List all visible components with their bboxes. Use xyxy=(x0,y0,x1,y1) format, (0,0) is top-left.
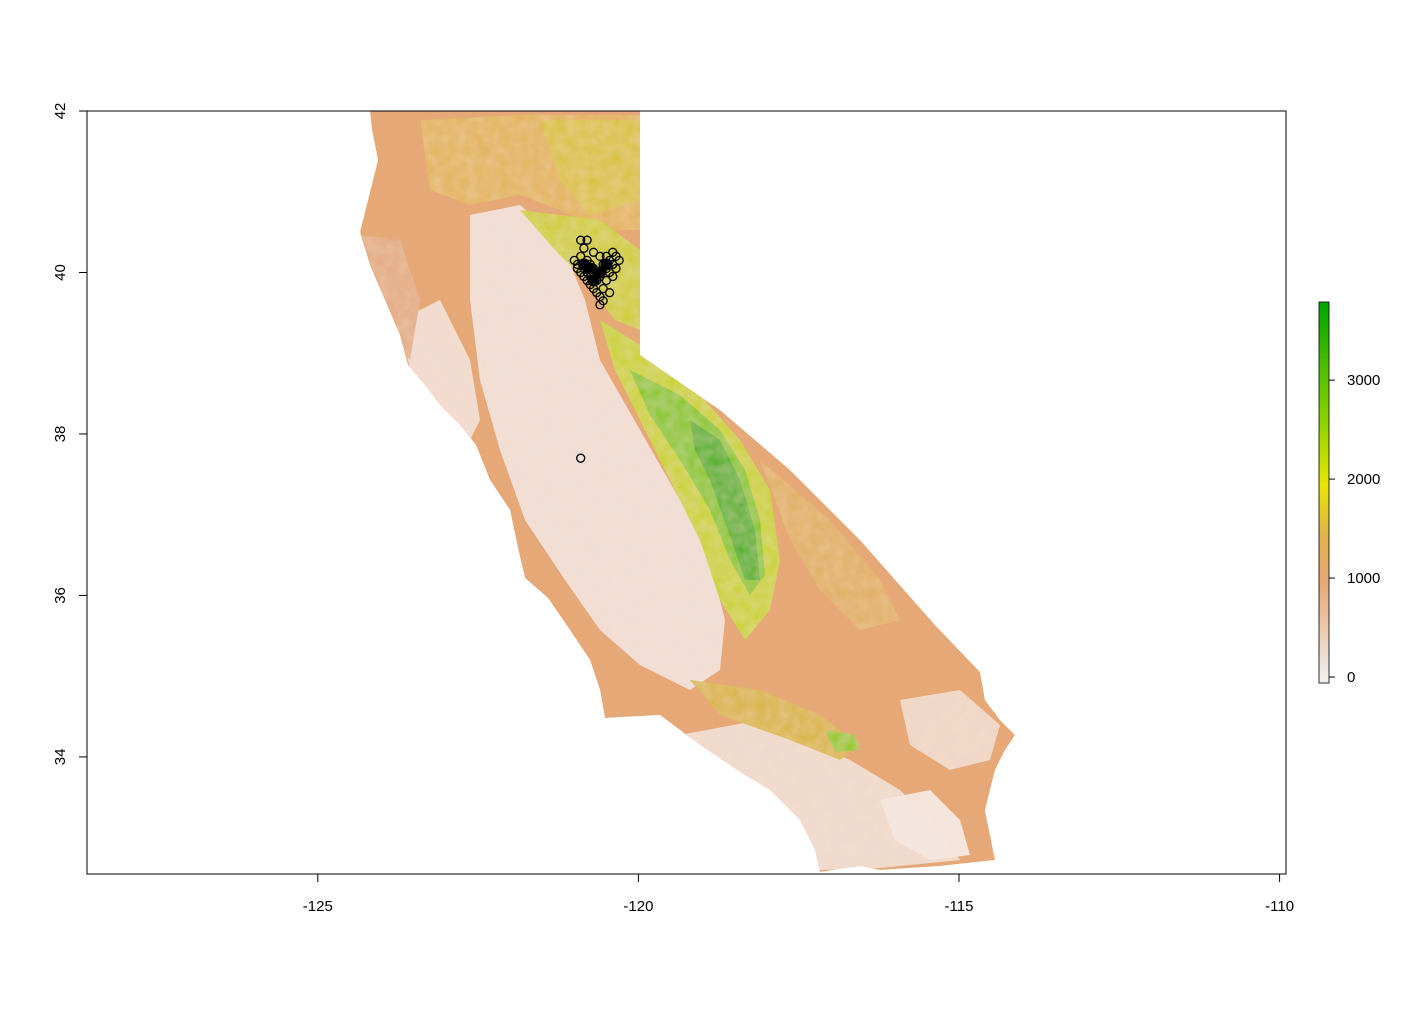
x-tick-label: -125 xyxy=(303,898,333,915)
y-axis: 34 36 38 40 42 xyxy=(52,103,87,766)
y-tick-label: 34 xyxy=(52,749,69,766)
y-tick-label: 40 xyxy=(52,264,69,281)
occurrence-point xyxy=(595,300,605,310)
occurrence-point xyxy=(614,255,624,266)
y-tick-label: 42 xyxy=(52,103,69,120)
legend-tick-label: 3000 xyxy=(1347,372,1380,389)
occurrence-point xyxy=(582,235,592,245)
occurrence-point-cluster xyxy=(587,274,600,287)
occurrence-point xyxy=(579,243,589,253)
legend-tick-label: 2000 xyxy=(1347,471,1380,488)
occurrence-point-cluster xyxy=(593,266,606,279)
legend-tick-label: 1000 xyxy=(1347,570,1380,587)
occurrence-point xyxy=(601,275,612,286)
x-axis: -125 -120 -115 -110 xyxy=(303,873,1294,915)
x-tick-label: -115 xyxy=(945,898,974,915)
legend-color-bar xyxy=(1318,301,1330,684)
elevation-raster xyxy=(360,111,1015,872)
occurrence-point xyxy=(595,251,605,261)
occurrence-point-cluster xyxy=(600,258,613,271)
y-tick-label: 36 xyxy=(52,587,69,604)
occurrence-point xyxy=(588,247,599,257)
y-tick-label: 38 xyxy=(52,426,69,443)
occurrence-point xyxy=(576,235,586,245)
occurrence-point xyxy=(604,288,615,298)
color-legend: 0 1000 2000 3000 xyxy=(1318,301,1380,686)
occurrence-point xyxy=(576,453,586,463)
x-tick-label: -110 xyxy=(1265,898,1294,915)
occurrence-point xyxy=(598,283,608,294)
occurrence-point xyxy=(608,271,618,282)
x-tick-label: -120 xyxy=(623,898,653,915)
legend-tick-label: 0 xyxy=(1347,669,1355,686)
occurrence-points xyxy=(569,235,624,463)
occurrence-point-cluster xyxy=(577,258,590,271)
